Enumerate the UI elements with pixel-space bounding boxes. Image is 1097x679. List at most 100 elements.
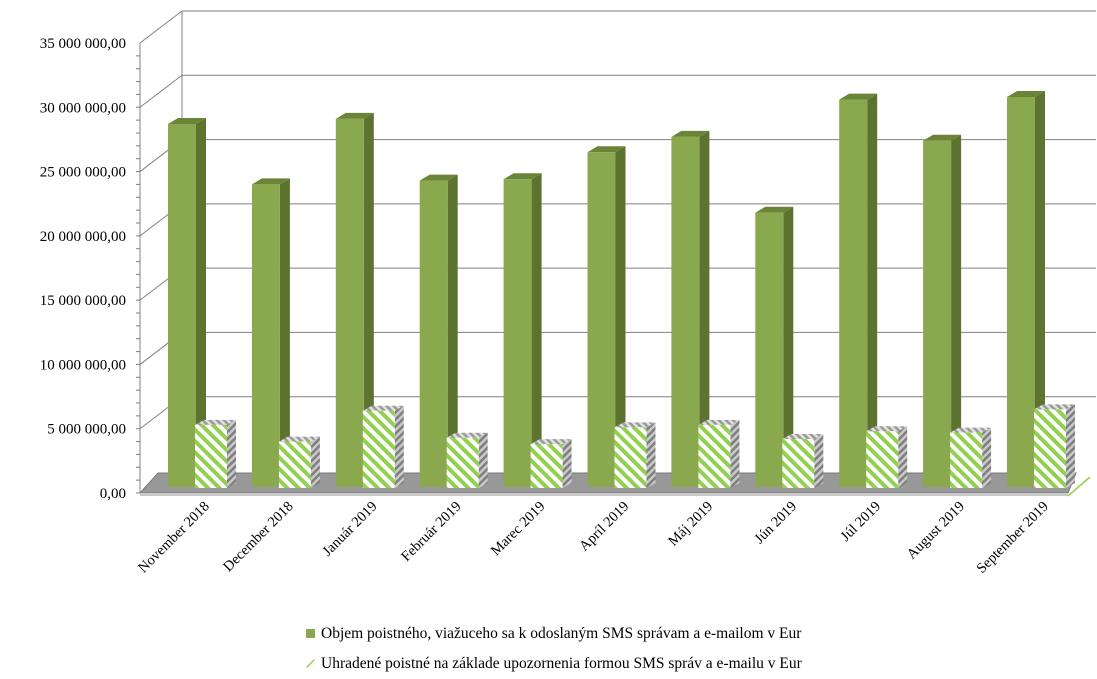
bar-top <box>503 173 542 180</box>
x-tick-label: Január 2019 <box>319 499 380 560</box>
x-tick-label: Marec 2019 <box>488 499 549 560</box>
x-tick-label: August 2019 <box>904 499 968 563</box>
bar-top <box>251 178 290 185</box>
bar-series-1 <box>587 152 616 488</box>
bar-series-2 <box>782 439 815 488</box>
bar-series-2 <box>278 441 311 488</box>
bar-series-2 <box>530 444 563 488</box>
x-tick-label: Jún 2019 <box>751 499 800 548</box>
gridline-side <box>139 74 183 108</box>
x-tick-label: Február 2019 <box>398 499 464 565</box>
bar-series-1 <box>671 136 700 487</box>
y-tick-label: 5 000 000,00 <box>47 422 126 438</box>
bar-side <box>814 434 824 488</box>
bar-series-1 <box>839 99 868 488</box>
bar-side <box>1066 404 1075 488</box>
bar-top <box>195 419 236 425</box>
bar-side <box>310 436 320 488</box>
bar-top <box>1034 404 1075 410</box>
bar-top <box>923 134 962 141</box>
bar-top <box>614 422 656 428</box>
bar-top <box>278 436 320 442</box>
bar-side <box>615 146 626 488</box>
bar-top <box>866 426 908 432</box>
x-tick-label: Apríl 2019 <box>576 499 632 555</box>
bar-side <box>196 118 206 487</box>
bar-top <box>362 405 404 411</box>
bar-top <box>755 206 794 213</box>
bar-top <box>782 434 824 439</box>
floor-edge <box>140 493 1068 496</box>
bar-series-1 <box>1007 97 1035 487</box>
legend-label-series-1: Objem poistného, viažuceho sa k odoslaný… <box>321 625 802 642</box>
bar-series-2 <box>195 424 227 488</box>
bar-series-2 <box>1034 409 1066 488</box>
bar-side <box>447 174 458 488</box>
bar-side <box>867 93 878 488</box>
bar-series-1 <box>755 212 784 487</box>
legend-swatch-series-1 <box>306 629 315 638</box>
bar-top <box>950 427 992 433</box>
bar-top <box>698 419 740 425</box>
bar-series-1 <box>419 180 448 488</box>
bar-series-2 <box>614 427 647 488</box>
x-tick-label: Máj 2019 <box>665 499 716 550</box>
y-tick-label: 25 000 000,00 <box>40 165 126 181</box>
bar-side <box>394 405 404 488</box>
bar-top <box>335 112 374 119</box>
bar-side <box>730 419 740 488</box>
bar-series-2 <box>446 437 479 488</box>
bar-side <box>227 419 236 488</box>
bar-top <box>587 146 626 153</box>
legend-label-series-2: Uhradené poistné na základe upozornenia … <box>321 655 803 672</box>
bar-side <box>951 134 962 487</box>
x-axis: November 2018 December 2018 Január 2019 Feb… <box>135 499 1052 577</box>
bar-side <box>646 422 656 488</box>
bars <box>168 91 1075 488</box>
bar-side <box>562 439 572 488</box>
gridline-side <box>139 10 183 44</box>
bar-side <box>783 206 794 487</box>
bar-side <box>1035 91 1045 487</box>
bar-series-1 <box>251 184 280 487</box>
floor-accent-line <box>1067 476 1091 497</box>
legend-item-series-1: Objem poistného, viažuceho sa k odoslaný… <box>306 625 802 642</box>
x-tick-label: November 2018 <box>135 499 213 577</box>
y-axis: 0,00 5 000 000,00 10 000 000,00 15 000 000,… <box>40 36 140 502</box>
bar-side <box>363 112 374 487</box>
bar-top <box>419 174 458 181</box>
bar-series-2 <box>866 431 899 488</box>
y-tick-label: 20 000 000,00 <box>40 229 126 245</box>
bar-top <box>168 118 206 124</box>
bar-side <box>982 427 992 488</box>
legend-item-series-2: Uhradené poistné na základe upozornenia … <box>306 655 803 672</box>
bar-series-1 <box>168 124 196 487</box>
bar-series-2 <box>362 410 395 488</box>
y-tick-label: 30 000 000,00 <box>40 100 126 116</box>
legend: Objem poistného, viažuceho sa k odoslaný… <box>306 625 803 672</box>
x-tick-label: September 2019 <box>974 499 1052 577</box>
bar-series-1 <box>503 179 532 488</box>
legend-swatch-series-2 <box>306 659 315 668</box>
bar-side <box>531 173 542 488</box>
bar-top <box>446 432 488 438</box>
y-tick-label: 15 000 000,00 <box>40 293 126 309</box>
x-tick-label: Júl 2019 <box>838 499 884 545</box>
x-tick-label: December 2018 <box>220 499 297 576</box>
bar-series-2 <box>698 424 731 488</box>
bar-side <box>279 178 290 487</box>
y-tick-label: 0,00 <box>100 486 126 502</box>
y-tick-label: 10 000 000,00 <box>40 357 126 373</box>
bar-side <box>478 432 488 488</box>
bar-top <box>839 93 878 100</box>
bar-top <box>671 130 710 137</box>
bar-side <box>699 130 710 487</box>
bar-series-1 <box>335 118 364 487</box>
bar-series-1 <box>923 140 952 487</box>
bar-top <box>530 439 572 445</box>
bar-series-2 <box>950 432 983 488</box>
y-tick-label: 35 000 000,00 <box>40 36 126 52</box>
bar-side <box>898 426 908 488</box>
bar-top <box>1007 91 1045 97</box>
